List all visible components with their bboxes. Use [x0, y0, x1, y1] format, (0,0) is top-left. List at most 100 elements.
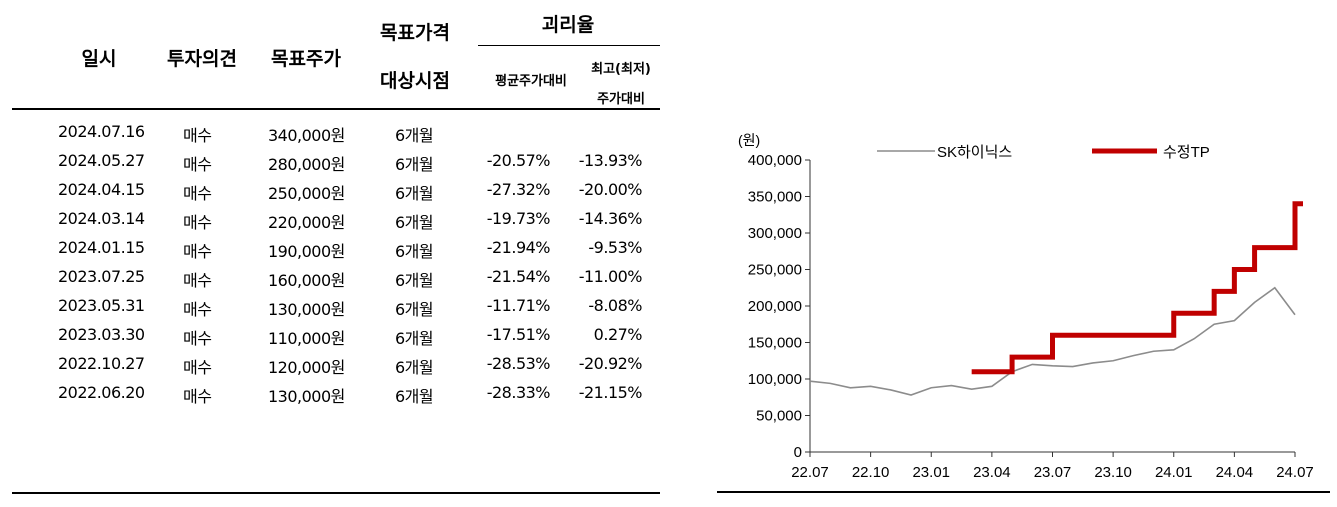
row-horizon: 6개월 — [395, 213, 434, 232]
row-high-low-divergence: -8.08% — [588, 296, 642, 315]
table-row: 2023.03.30 매수 110,000원 6개월 -17.51% 0.27% — [0, 321, 680, 350]
row-horizon: 6개월 — [395, 126, 434, 145]
y-tick-label: 100,000 — [748, 371, 802, 388]
target-price-history-table: 일시 투자의견 목표주가 목표가격 대상시점 괴리율 평균주가대비 최고(최저)… — [0, 14, 680, 494]
header-high-low-line2: 주가대비 — [597, 92, 645, 107]
y-tick-label: 50,000 — [756, 408, 802, 425]
row-opinion: 매수 — [183, 213, 212, 232]
row-avg-divergence: -28.53% — [486, 354, 551, 373]
row-opinion: 매수 — [183, 184, 212, 203]
row-avg-divergence: -20.57% — [486, 151, 551, 170]
row-high-low-divergence: 0.27% — [593, 325, 643, 344]
row-target-price: 220,000원 — [268, 213, 345, 232]
price-chart: (원) SK하이닉스 수정TP 0 50,000 100,000 150,000 200… — [705, 0, 1337, 503]
row-opinion: 매수 — [183, 387, 212, 406]
row-high-low-divergence: -13.93% — [578, 151, 643, 170]
table-row: 2023.05.31 매수 130,000원 6개월 -11.71% -8.08% — [0, 292, 680, 321]
row-date: 2024.05.27 — [58, 151, 145, 170]
row-horizon: 6개월 — [395, 358, 434, 377]
bottom-rule — [12, 492, 660, 494]
x-tick-label: 22.07 — [791, 464, 829, 481]
x-tick-label: 23.10 — [1094, 464, 1132, 481]
x-tick-label: 24.01 — [1155, 464, 1193, 481]
legend-label-tp: 수정TP — [1163, 144, 1210, 161]
row-opinion: 매수 — [183, 358, 212, 377]
row-date: 2022.10.27 — [58, 354, 145, 373]
row-high-low-divergence: -11.00% — [578, 267, 643, 286]
table-row: 2024.03.14 매수 220,000원 6개월 -19.73% -14.36% — [0, 205, 680, 234]
row-horizon: 6개월 — [395, 387, 434, 406]
row-target-price: 110,000원 — [268, 329, 345, 348]
x-tick-group: 22.07 22.10 23.01 23.04 23.07 23.10 24.01 24.04… — [791, 452, 1314, 481]
header-target-price: 목표주가 — [271, 48, 341, 70]
y-tick-label: 350,000 — [748, 189, 802, 206]
row-date: 2024.03.14 — [58, 209, 145, 228]
row-high-low-divergence: -20.00% — [578, 180, 643, 199]
row-date: 2023.03.30 — [58, 325, 145, 344]
table-row: 2022.06.20 매수 130,000원 6개월 -28.33% -21.15% — [0, 379, 680, 408]
row-horizon: 6개월 — [395, 155, 434, 174]
header-divergence: 괴리율 — [541, 14, 595, 36]
x-tick-label: 24.07 — [1276, 464, 1314, 481]
row-high-low-divergence: -20.92% — [578, 354, 643, 373]
row-horizon: 6개월 — [395, 329, 434, 348]
y-unit-label: (원) — [738, 132, 760, 148]
row-target-price: 130,000원 — [268, 300, 345, 319]
row-target-price: 340,000원 — [268, 126, 345, 145]
row-target-price: 250,000원 — [268, 184, 345, 203]
series-line-stock-price — [809, 286, 1296, 396]
row-avg-divergence: -27.32% — [486, 180, 551, 199]
row-target-price: 130,000원 — [268, 387, 345, 406]
table-row: 2022.10.27 매수 120,000원 6개월 -28.53% -20.92% — [0, 350, 680, 379]
row-avg-divergence: -19.73% — [486, 209, 551, 228]
price-chart-svg: (원) SK하이닉스 수정TP 0 50,000 100,000 150,000 200… — [717, 132, 1330, 493]
row-opinion: 매수 — [183, 242, 212, 261]
row-horizon: 6개월 — [395, 271, 434, 290]
y-tick-group: 0 50,000 100,000 150,000 200,000 250,000 300,0… — [748, 152, 810, 461]
y-tick-label: 300,000 — [748, 225, 802, 242]
row-horizon: 6개월 — [395, 242, 434, 261]
row-date: 2023.05.31 — [58, 296, 145, 315]
header-avg-price: 평균주가대비 — [495, 74, 567, 89]
header-high-low-line1: 최고(최저) — [591, 62, 651, 77]
divergence-rule — [478, 45, 660, 46]
series-layer — [809, 201, 1303, 396]
y-tick-label: 150,000 — [748, 335, 802, 352]
header-rule — [12, 108, 660, 110]
row-opinion: 매수 — [183, 300, 212, 319]
table-row: 2023.07.25 매수 160,000원 6개월 -21.54% -11.00% — [0, 263, 680, 292]
row-avg-divergence: -28.33% — [486, 383, 551, 402]
x-tick-label: 22.10 — [852, 464, 890, 481]
row-avg-divergence: -21.94% — [486, 238, 551, 257]
header-date: 일시 — [81, 48, 117, 70]
table-row: 2024.04.15 매수 250,000원 6개월 -27.32% -20.00% — [0, 176, 680, 205]
y-tick-label: 250,000 — [748, 262, 802, 279]
row-opinion: 매수 — [183, 126, 212, 145]
row-high-low-divergence: -21.15% — [578, 383, 643, 402]
header-horizon-line1: 목표가격 — [380, 22, 450, 44]
row-target-price: 160,000원 — [268, 271, 345, 290]
row-horizon: 6개월 — [395, 300, 434, 319]
row-date: 2023.07.25 — [58, 267, 145, 286]
row-date: 2024.07.16 — [58, 122, 145, 141]
row-date: 2022.06.20 — [58, 383, 145, 402]
x-tick-label: 23.07 — [1034, 464, 1072, 481]
row-opinion: 매수 — [183, 271, 212, 290]
row-target-price: 120,000원 — [268, 358, 345, 377]
y-tick-label: 200,000 — [748, 298, 802, 315]
x-tick-label: 23.04 — [973, 464, 1011, 481]
row-date: 2024.01.15 — [58, 238, 145, 257]
header-horizon-line2: 대상시점 — [380, 70, 450, 92]
row-avg-divergence: -11.71% — [486, 296, 551, 315]
table-row: 2024.01.15 매수 190,000원 6개월 -21.94% -9.53% — [0, 234, 680, 263]
series-line-target-price — [971, 201, 1303, 375]
row-opinion: 매수 — [183, 329, 212, 348]
x-tick-label: 24.04 — [1216, 464, 1254, 481]
row-high-low-divergence: -9.53% — [588, 238, 642, 257]
header-opinion: 투자의견 — [167, 48, 237, 70]
row-opinion: 매수 — [183, 155, 212, 174]
table-row: 2024.05.27 매수 280,000원 6개월 -20.57% -13.93% — [0, 147, 680, 176]
y-tick-label: 0 — [794, 444, 802, 461]
table-row: 2024.07.16 매수 340,000원 6개월 — [0, 118, 680, 147]
row-date: 2024.04.15 — [58, 180, 145, 199]
